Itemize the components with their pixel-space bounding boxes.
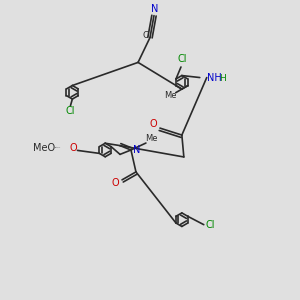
- Text: Me: Me: [145, 134, 157, 142]
- Text: N: N: [151, 4, 159, 14]
- Text: N: N: [133, 145, 141, 155]
- Text: methoxy: methoxy: [54, 147, 61, 148]
- Text: Me: Me: [164, 91, 177, 100]
- Text: O: O: [70, 143, 77, 153]
- Text: Cl: Cl: [66, 106, 75, 116]
- Text: C: C: [142, 31, 148, 40]
- Text: NH: NH: [207, 73, 221, 82]
- Text: O: O: [149, 119, 157, 129]
- Text: O: O: [111, 178, 119, 188]
- Text: Cl: Cl: [177, 54, 187, 64]
- Text: MeO: MeO: [33, 143, 56, 153]
- Text: H: H: [219, 74, 225, 83]
- Text: Cl: Cl: [206, 220, 215, 230]
